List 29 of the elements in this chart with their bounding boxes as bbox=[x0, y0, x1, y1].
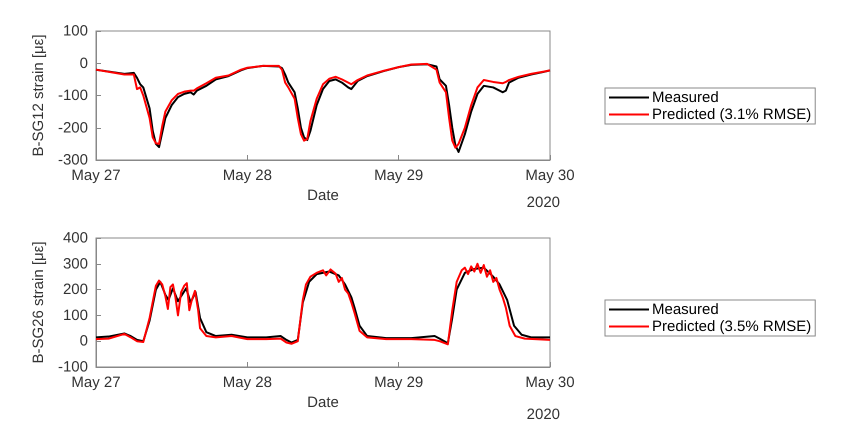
text: 2020 bbox=[526, 194, 560, 211]
x-axis-title: Date bbox=[307, 187, 339, 204]
x-tick-label: May 30 bbox=[525, 374, 575, 391]
y-tick-label: 100 bbox=[62, 306, 88, 324]
text: 2020 bbox=[526, 406, 560, 423]
y-axis-title: B-SG26 strain [με] bbox=[30, 241, 47, 364]
x-tick-label: May 29 bbox=[374, 374, 424, 391]
y-tick-label: 300 bbox=[62, 255, 88, 272]
y-tick-label: -100 bbox=[58, 358, 88, 376]
y-tick-label: 100 bbox=[62, 22, 88, 40]
x-axis-title: Date bbox=[307, 394, 339, 411]
y-tick-label: -200 bbox=[58, 119, 88, 136]
x-tick-label: May 27 bbox=[71, 167, 121, 184]
x-tick-label: May 27 bbox=[71, 374, 121, 391]
y-tick-label: 400 bbox=[62, 230, 88, 246]
y-tick-label: 0 bbox=[80, 332, 88, 350]
x-tick-label: May 30 bbox=[525, 167, 575, 184]
legend-label: Predicted (3.1% RMSE) bbox=[652, 106, 812, 123]
x-tick-label: May 28 bbox=[222, 167, 272, 184]
y-axis-title: B-SG12 strain [με] bbox=[30, 34, 47, 157]
y-tick-label: -100 bbox=[58, 87, 88, 104]
y-tick-label: 0 bbox=[80, 54, 88, 72]
legend-label: Measured bbox=[652, 89, 719, 106]
x-tick-label: May 28 bbox=[222, 374, 272, 391]
x-tick-label: May 29 bbox=[374, 167, 424, 184]
legend-label: Predicted (3.5% RMSE) bbox=[652, 318, 812, 335]
y-tick-label: -300 bbox=[58, 152, 88, 168]
legend-label: Measured bbox=[652, 301, 719, 318]
y-tick-label: 200 bbox=[62, 281, 88, 298]
